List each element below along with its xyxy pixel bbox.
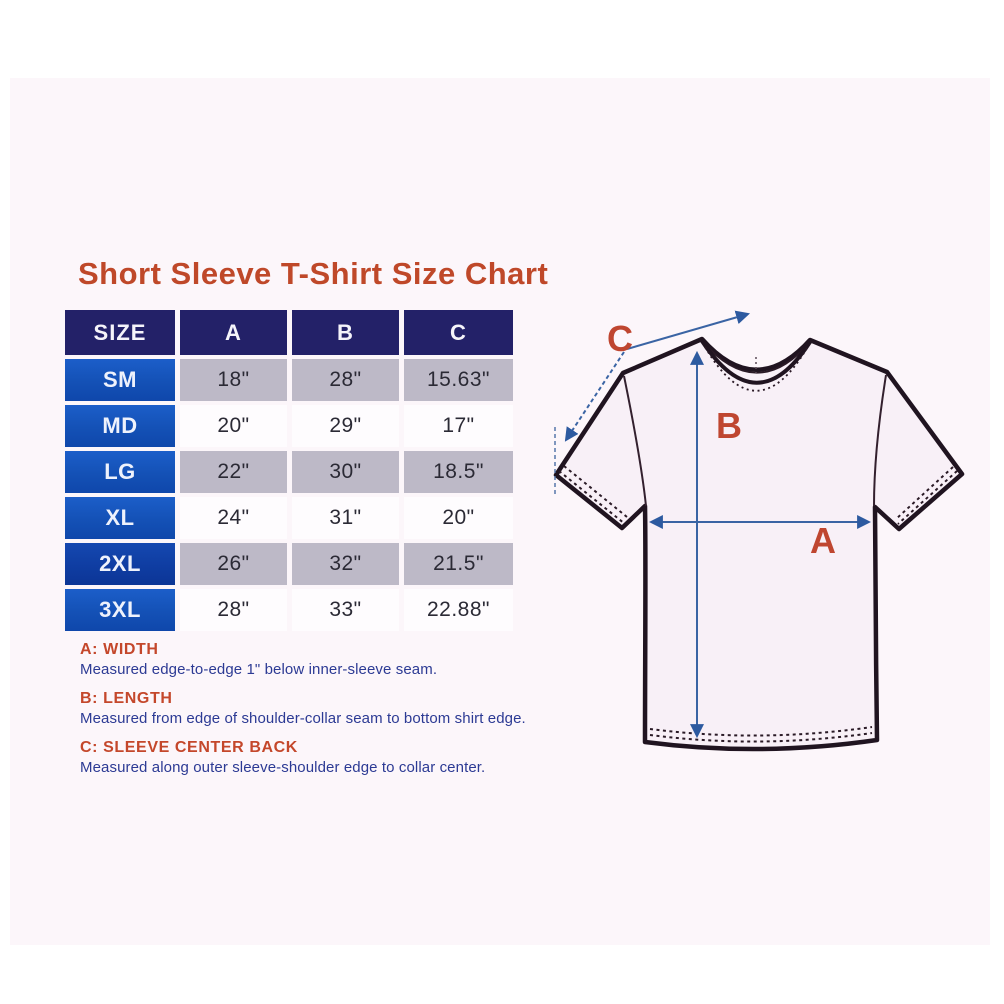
left-cuff-stitching: [558, 465, 628, 525]
cell-lg-b: 30": [292, 451, 399, 493]
legend-desc-width: Measured edge-to-edge 1" below inner-sle…: [80, 661, 438, 678]
row-label-2xl: 2XL: [65, 543, 175, 585]
cell-xl-a: 24": [180, 497, 287, 539]
cell-2xl-a: 26": [180, 543, 287, 585]
row-label-md: MD: [65, 405, 175, 447]
cell-2xl-b: 32": [292, 543, 399, 585]
legend-label-width: A: WIDTH: [80, 641, 159, 658]
diagram-label-a: A: [810, 520, 836, 561]
cell-3xl-b: 33": [292, 589, 399, 631]
page-title: Short Sleeve T-Shirt Size Chart: [78, 256, 549, 291]
col-header-size: SIZE: [65, 310, 175, 355]
legend-label-length: B: LENGTH: [80, 690, 173, 707]
collar-band-edge: [700, 339, 812, 385]
col-header-c: C: [404, 310, 513, 355]
cell-xl-b: 31": [292, 497, 399, 539]
diagram-label-b: B: [716, 405, 742, 446]
legend-label-sleeve: C: SLEEVE CENTER BACK: [80, 739, 298, 756]
legend-item-sleeve: C: SLEEVE CENTER BACK Measured along out…: [80, 739, 530, 776]
cell-sm-b: 28": [292, 359, 399, 401]
sleeve-back-arrow-upper: [626, 310, 751, 350]
size-table: SIZE A B C SM 18" 28" 15.63" MD 20" 29" …: [65, 310, 513, 631]
row-label-lg: LG: [65, 451, 175, 493]
right-sleeve-seam: [873, 374, 887, 507]
left-sleeve-seam: [623, 375, 647, 507]
legend-item-width: A: WIDTH Measured edge-to-edge 1" below …: [80, 641, 530, 678]
legend-item-length: B: LENGTH Measured from edge of shoulder…: [80, 690, 530, 727]
legend-desc-length: Measured from edge of shoulder-collar se…: [80, 710, 526, 727]
cell-3xl-c: 22.88": [404, 589, 513, 631]
cell-sm-c: 15.63": [404, 359, 513, 401]
cell-lg-a: 22": [180, 451, 287, 493]
tshirt-diagram: C B A: [553, 310, 965, 752]
legend-desc-sleeve: Measured along outer sleeve-shoulder edg…: [80, 759, 486, 776]
diagram-label-c: C: [607, 318, 633, 359]
cell-sm-a: 18": [180, 359, 287, 401]
cell-md-b: 29": [292, 405, 399, 447]
tshirt-outline: [553, 336, 965, 752]
right-cuff-stitching: [895, 466, 958, 525]
cell-xl-c: 20": [404, 497, 513, 539]
cell-lg-c: 18.5": [404, 451, 513, 493]
col-header-a: A: [180, 310, 287, 355]
cell-md-a: 20": [180, 405, 287, 447]
cell-md-c: 17": [404, 405, 513, 447]
sleeve-back-arrow-lower: [564, 351, 625, 442]
cell-3xl-a: 28": [180, 589, 287, 631]
row-label-3xl: 3XL: [65, 589, 175, 631]
measurement-legend: A: WIDTH Measured edge-to-edge 1" below …: [80, 641, 530, 788]
hem-stitching: [649, 726, 873, 743]
col-header-b: B: [292, 310, 399, 355]
row-label-sm: SM: [65, 359, 175, 401]
row-label-xl: XL: [65, 497, 175, 539]
cell-2xl-c: 21.5": [404, 543, 513, 585]
